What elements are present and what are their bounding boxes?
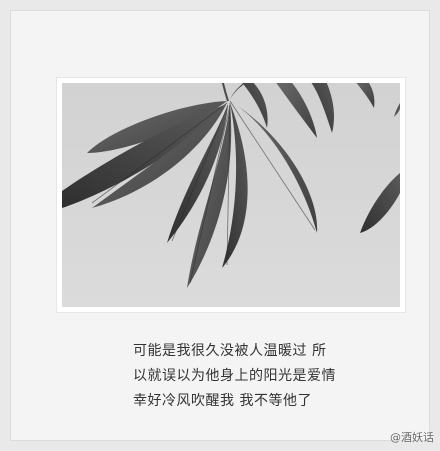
photo-frame [56, 77, 406, 313]
poem-caption: 可能是我很久没被人温暖过 所 以就误以为他身上的阳光是爱情 幸好冷风吹醒我 我不… [133, 339, 393, 414]
watermark: @酒妖话 [390, 431, 434, 444]
leaves-illustration [62, 83, 400, 307]
leaves-photo[interactable] [62, 83, 400, 307]
caption-line-3: 幸好冷风吹醒我 我不等他了 [133, 393, 312, 409]
caption-line-2: 以就误以为他身上的阳光是爱情 [133, 368, 336, 384]
caption-line-1: 可能是我很久没被人温暖过 所 [133, 343, 327, 359]
post-card: 可能是我很久没被人温暖过 所 以就误以为他身上的阳光是爱情 幸好冷风吹醒我 我不… [10, 10, 430, 441]
